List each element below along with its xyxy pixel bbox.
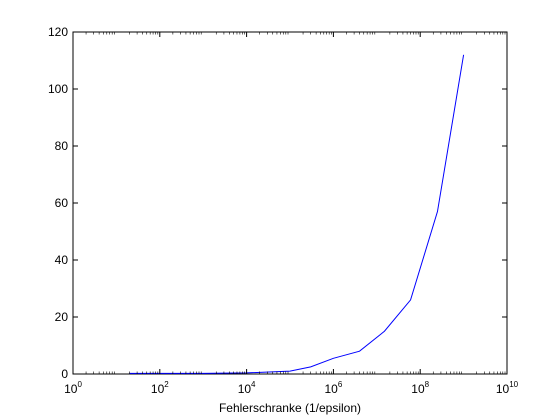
y-tick-label: 0 [61,367,68,381]
series-line-0 [129,54,465,374]
axes-box [72,31,508,375]
y-tick-label: 40 [55,253,69,267]
x-tick-label: 104 [238,380,256,396]
y-tick-label: 60 [55,196,69,210]
y-tick-label: 20 [55,310,69,324]
series-layer [129,54,465,374]
y-tick-label: 80 [55,139,69,153]
y-tick-label: 100 [48,82,68,96]
x-tick-label: 100 [64,380,82,396]
y-ticks: 0 20 40 60 80 100 120 [48,25,507,381]
x-tick-label: 108 [411,380,429,396]
x-tick-label: 1010 [496,380,519,396]
x-axis-label: Fehlerschranke (1/epsilon) [219,401,361,415]
x-tick-label: 106 [324,380,342,396]
plot-area: 100 102 104 106 108 1010 0 20 40 60 80 100 120 [48,25,519,396]
x-tick-label: 102 [151,380,169,396]
y-tick-label: 120 [48,25,68,39]
x-ticks: 100 102 104 106 108 1010 [64,32,519,396]
